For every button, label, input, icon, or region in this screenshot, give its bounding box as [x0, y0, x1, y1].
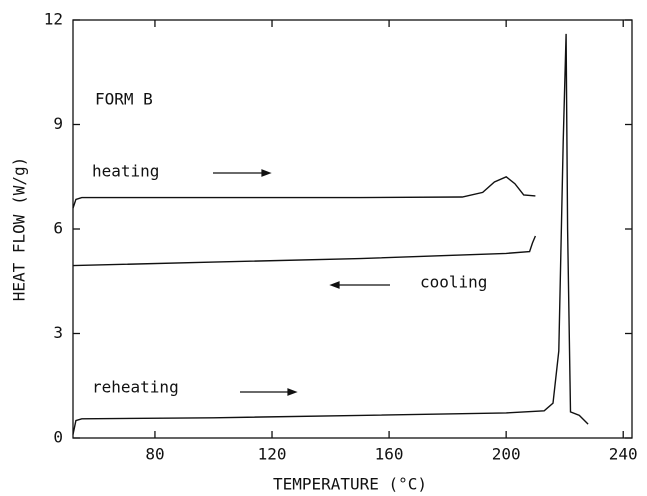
x-tick-label: 200 — [492, 445, 521, 464]
annotation: heating — [92, 162, 159, 181]
y-tick-label: 6 — [53, 219, 63, 238]
x-tick-label: 80 — [145, 445, 164, 464]
y-tick-label: 12 — [44, 10, 63, 29]
y-axis-label: HEAT FLOW (W/g) — [10, 157, 29, 302]
arrows — [213, 169, 390, 396]
curve — [72, 235, 537, 267]
x-tick-label: 120 — [258, 445, 287, 464]
x-tick-label: 160 — [375, 445, 404, 464]
y-tick-label: 0 — [53, 428, 63, 447]
y-tick-label: 3 — [53, 323, 63, 342]
annotation: FORM B — [95, 90, 153, 109]
annotation: cooling — [420, 273, 487, 292]
y-tick-label: 9 — [53, 114, 63, 133]
curve — [72, 33, 589, 435]
x-axis-label: TEMPERATURE (°C) — [273, 475, 427, 494]
annotation: reheating — [92, 378, 179, 397]
plot-frame — [72, 19, 633, 439]
x-tick-label: 240 — [609, 445, 638, 464]
curve — [72, 175, 536, 209]
